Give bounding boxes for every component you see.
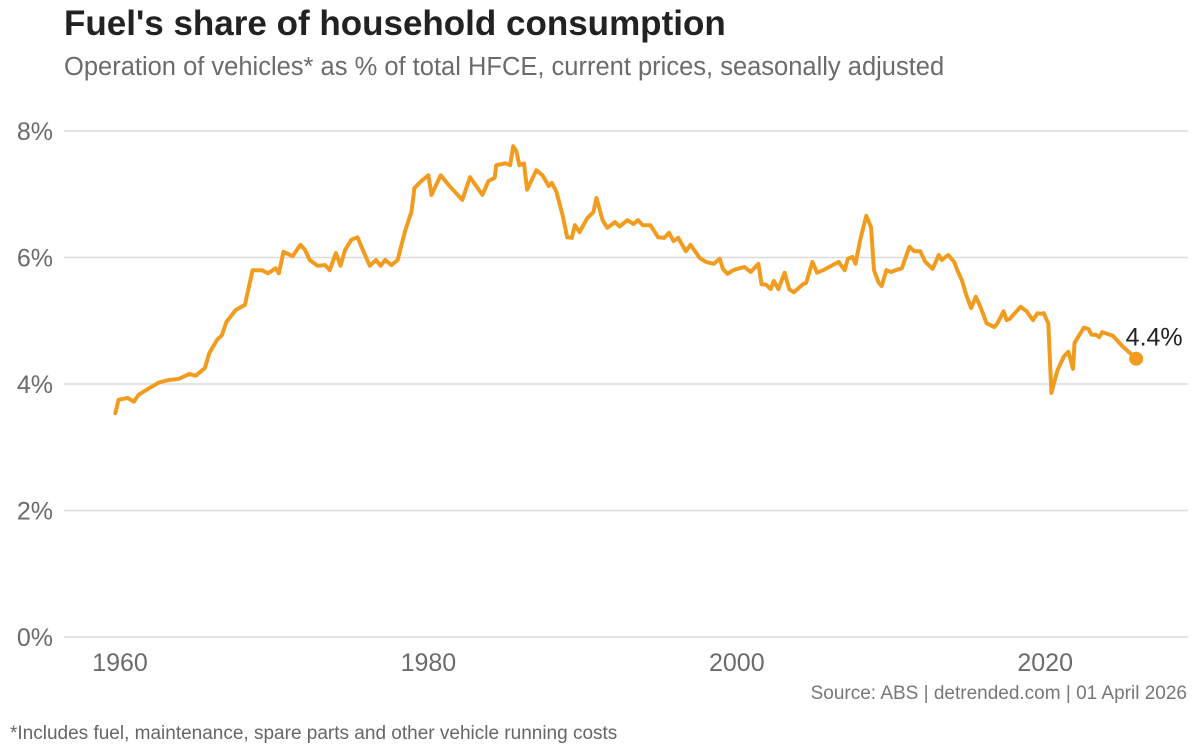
y-tick-label: 4% <box>17 371 53 399</box>
x-tick-label: 1980 <box>401 649 457 677</box>
gridlines <box>64 130 1188 638</box>
series-line <box>113 144 1139 416</box>
source-note: Source: ABS | detrended.com | 01 April 2… <box>810 683 1187 704</box>
x-tick-label: 1960 <box>92 649 148 677</box>
x-axis-ticks: 1960 1980 2000 2020 <box>92 649 1073 677</box>
footnote: *Includes fuel, maintenance, spare parts… <box>10 723 618 744</box>
y-tick-label: 0% <box>17 624 53 652</box>
end-point-marker <box>1129 351 1144 366</box>
x-tick-label: 2000 <box>709 649 765 677</box>
chart-subtitle: Operation of vehicles* as % of total HFC… <box>64 53 945 81</box>
y-axis-ticks: 0% 2% 4% 6% 8% <box>17 118 53 652</box>
x-tick-label: 2020 <box>1017 649 1073 677</box>
y-tick-label: 2% <box>17 498 53 526</box>
y-tick-label: 6% <box>17 245 53 273</box>
end-value-label: 4.4% <box>1126 324 1183 352</box>
y-tick-label: 8% <box>17 118 53 146</box>
chart-title: Fuel's share of household consumption <box>64 4 726 43</box>
